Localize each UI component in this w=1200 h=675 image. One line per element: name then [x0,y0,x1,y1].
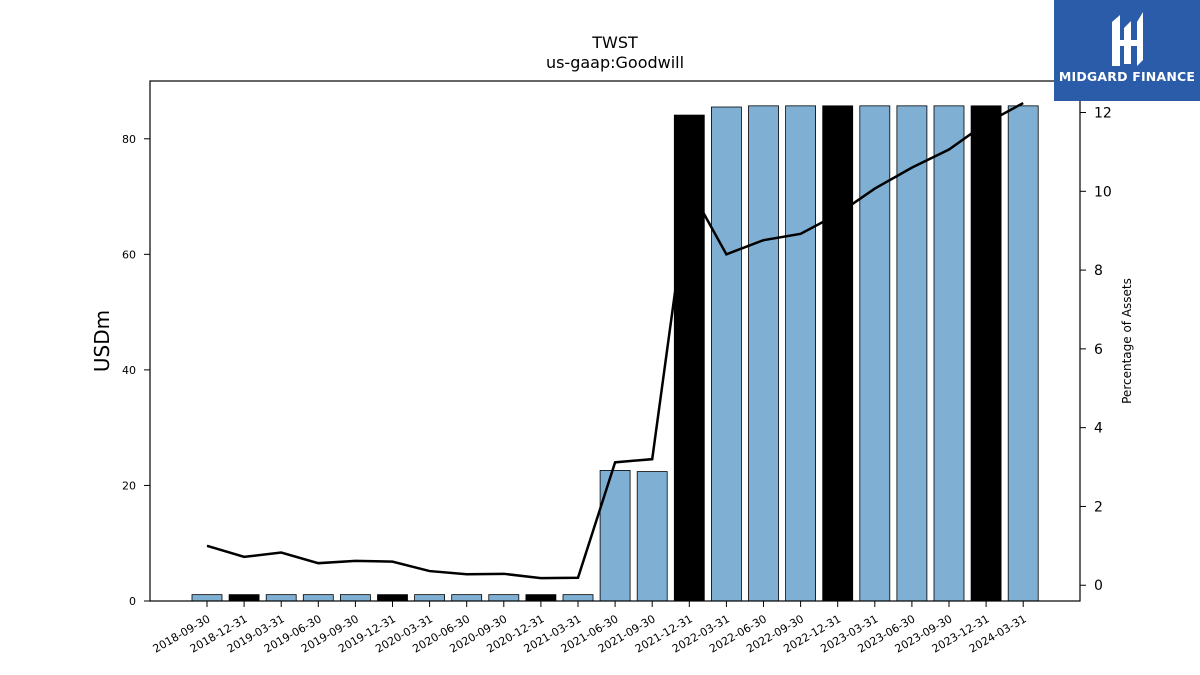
bar-2021-06-30 [599,470,631,602]
percent-line-series [206,101,1024,580]
y-right-tick-label: 4 [1094,421,1103,437]
bar-2023-12-31 [970,105,1002,602]
bar-2021-03-31 [562,594,594,602]
bar-2019-03-31 [265,594,297,602]
y-right-tick-label: 6 [1094,342,1103,358]
bar-2023-09-30 [933,105,965,602]
y-axis-left-label: USDm [90,310,114,372]
y-axis-right: 0 2 4 6 8 10 12 [1080,106,1112,594]
bar-series [191,105,1039,602]
bar-2020-12-31 [525,594,557,602]
y-right-tick-label: 2 [1094,499,1103,515]
bar-2022-12-31 [822,105,854,602]
y-left-tick-label: 0 [129,595,136,608]
y-right-tick-label: 10 [1094,184,1112,200]
y-left-tick-label: 40 [122,364,136,377]
y-right-tick-label: 0 [1094,578,1103,594]
bar-2024-03-31 [1007,105,1039,602]
logo-mark-icon [1112,12,1143,66]
x-axis: 2018-09-302018-12-312019-03-312019-06-30… [151,601,1029,656]
y-left-tick-label: 20 [122,479,136,492]
bar-2023-03-31 [859,105,891,602]
bar-2022-09-30 [785,105,816,602]
bar-2020-09-30 [488,594,520,602]
bar-2021-09-30 [636,471,668,602]
bar-2019-06-30 [302,594,334,602]
bar-2020-03-31 [414,594,446,602]
y-right-tick-label: 8 [1094,263,1103,279]
bar-2022-03-31 [711,106,742,602]
y-right-tick-label: 12 [1094,106,1112,122]
bar-2018-09-30 [191,594,223,602]
percent-line [206,101,1024,580]
bar-2022-06-30 [748,105,779,602]
bar-2019-09-30 [339,594,371,602]
y-left-tick-label: 80 [122,133,136,146]
y-axis-left: 0 20 40 60 80 [122,133,150,608]
bar-2019-12-31 [377,594,408,602]
y-left-tick-label: 60 [122,248,136,261]
chart-subtitle: us-gaap:Goodwill [546,53,684,72]
chart-title: TWST [591,33,638,52]
brand-logo: MIDGARD FINANCE [1054,0,1200,101]
bar-2023-06-30 [896,105,928,602]
logo-text: MIDGARD FINANCE [1058,69,1196,84]
y-axis-right-label: Percentage of Assets [1120,278,1134,404]
bar-2020-06-30 [451,594,483,602]
bar-2018-12-31 [228,594,260,602]
